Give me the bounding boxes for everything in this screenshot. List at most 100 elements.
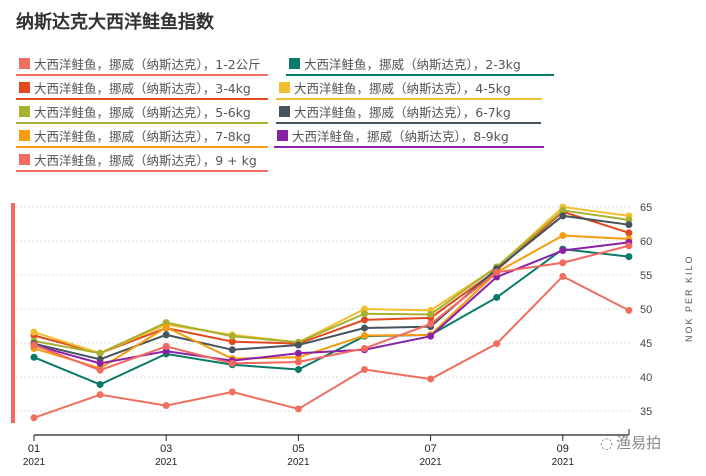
data-point [427,332,435,340]
y-tick-label: 60 [640,236,652,248]
data-point [361,310,368,318]
data-point [294,405,302,413]
data-point [228,359,236,367]
data-point [361,316,368,324]
y-tick-label: 65 [640,202,652,214]
x-tick-year: 2021 [552,457,575,468]
legend-label: 大西洋鲑鱼，挪威（纳斯达克），2-3kg [304,56,521,72]
data-point [559,272,567,280]
data-point [96,349,104,357]
legend-item[interactable]: 大西洋鲑鱼，挪威（纳斯达克），3-4kg [16,76,268,100]
legend-swatch [19,129,30,141]
y-tick-label: 50 [640,304,652,316]
legend-label: 大西洋鲑鱼，挪威（纳斯达克），1-2公斤 [34,56,261,72]
data-point [427,310,435,318]
series-line [33,275,630,419]
data-point [427,320,435,328]
data-point [625,229,633,237]
data-point [162,342,170,350]
legend-item[interactable]: 大西洋鲑鱼，挪威（纳斯达克），7-8kg [16,124,268,148]
x-tick-year: 2021 [287,457,310,468]
legend-label: 大西洋鲑鱼，挪威（纳斯达克），9 + kg [34,152,257,168]
legend-item[interactable]: 大西洋鲑鱼，挪威（纳斯达克），5-6kg [16,100,268,124]
data-point [361,366,368,374]
data-point [228,332,236,340]
legend-label: 大西洋鲑鱼，挪威（纳斯达克），5-6kg [34,104,251,120]
watermark-text: 渔易拍 [616,434,662,452]
legend-swatch [19,81,30,93]
y-tick-label: 35 [640,406,652,418]
y-axis-label: NOK PER KILO [684,254,694,342]
series-line [33,248,630,386]
data-point [162,331,170,339]
series-line [33,210,630,355]
data-point [96,380,104,388]
legend-swatch [19,153,30,165]
legend-label: 大西洋鲑鱼，挪威（纳斯达克），8-9kg [292,128,509,144]
y-tick-label: 45 [640,338,652,350]
data-point [625,306,633,314]
series-line [33,234,629,370]
data-point [30,414,38,422]
data-point [361,324,368,332]
x-tick-label: 05 [292,443,304,455]
legend-swatch [279,105,290,117]
legend-item[interactable]: 大西洋鲑鱼，挪威（纳斯达克），1-2公斤 [16,52,268,76]
data-point [162,402,170,410]
page-title: 纳斯达克大西洋鲑鱼指数 [16,12,214,33]
x-tick-label: 07 [424,443,436,455]
series-line [33,214,630,361]
data-point [30,353,38,361]
data-point [294,366,302,374]
data-point [625,242,633,250]
data-point [162,323,170,331]
data-point [361,332,368,340]
x-tick-year: 2021 [419,457,442,468]
data-point [493,268,501,276]
data-point [493,293,501,301]
data-point [294,358,302,366]
data-point [559,206,567,214]
x-tick-label: 03 [160,443,172,455]
data-point [294,341,302,349]
data-point [96,391,104,399]
data-point [294,349,302,357]
x-tick-year: 2021 [23,457,46,468]
data-point [361,344,368,352]
legend-label: 大西洋鲑鱼，挪威（纳斯达克），7-8kg [34,128,251,144]
legend-item[interactable]: 大西洋鲑鱼，挪威（纳斯达克），9 + kg [16,148,268,172]
data-point [625,253,633,261]
legend-swatch [19,57,30,69]
legend-label: 大西洋鲑鱼，挪威（纳斯达克），3-4kg [34,80,251,96]
data-point [96,359,104,367]
legend-swatch [19,105,30,117]
legend-swatch [289,57,300,69]
data-point [30,341,38,349]
data-point [30,328,38,336]
series-line [33,209,630,355]
data-point [559,259,567,267]
data-point [427,375,435,383]
data-point [96,366,104,374]
legend-item[interactable]: 大西洋鲑鱼，挪威（纳斯达克），6-7kg [276,100,541,124]
data-point [228,388,236,396]
legend-item[interactable]: 大西洋鲑鱼，挪威（纳斯达克），2-3kg [286,52,554,76]
legend-item[interactable]: 大西洋鲑鱼，挪威（纳斯达克），8-9kg [274,124,544,148]
data-point [559,232,567,240]
data-point [228,346,236,354]
data-point [493,340,501,348]
accent-bar [11,203,15,423]
data-point [228,338,236,346]
x-tick-label: 09 [557,443,569,455]
data-point [559,247,567,255]
wechat-icon: ◌ [600,433,614,452]
data-point [559,212,567,220]
data-point [625,221,633,229]
legend-item[interactable]: 大西洋鲑鱼，挪威（纳斯达克），4-5kg [276,76,542,100]
legend-label: 大西洋鲑鱼，挪威（纳斯达克），4-5kg [294,80,511,96]
legend-label: 大西洋鲑鱼，挪威（纳斯达克），6-7kg [294,104,511,120]
watermark: ◌ 渔易拍 [600,432,661,453]
legend-swatch [277,129,288,141]
legend-swatch [279,81,290,93]
